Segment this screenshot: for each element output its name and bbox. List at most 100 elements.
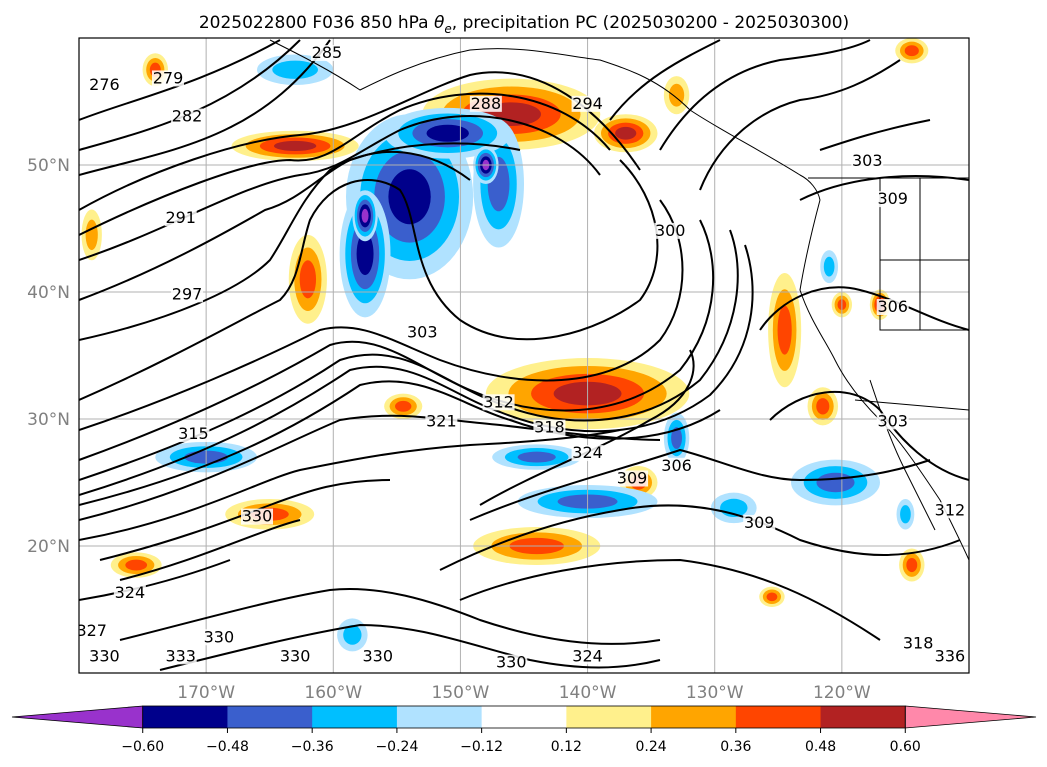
contour-label-bg [469, 95, 502, 112]
colorbar-tick-label: −0.60 [121, 739, 164, 755]
contour-line [609, 39, 721, 121]
colorbar-extend-low [11, 705, 144, 729]
precip-shade-cell [906, 557, 918, 573]
precip-shade-cell [777, 305, 792, 355]
lon-label: 120°W [813, 683, 871, 703]
precip-shade-cell [900, 505, 911, 524]
contour-label-bg [571, 445, 604, 462]
lon-label: 170°W [177, 683, 235, 703]
lat-label: 20°N [27, 537, 70, 557]
plot-title: 2025022800 F036 850 hPa θe, precipitatio… [199, 13, 849, 36]
precip-shade-cell [343, 624, 362, 645]
colorbar-tick-label: 0.48 [805, 739, 836, 755]
contour-line [469, 448, 931, 521]
precip-shade-cell [904, 45, 919, 57]
contour-label-bg [902, 635, 935, 652]
contour-label: 297 [172, 284, 203, 303]
colorbar-cell [820, 706, 906, 728]
contour-label: 303 [877, 411, 908, 430]
precip-shade-cell [272, 60, 319, 79]
lat-label: 40°N [27, 283, 70, 303]
contour-label: 318 [534, 418, 565, 437]
precip-shade-cell [615, 126, 637, 140]
contour-line [79, 244, 754, 496]
contour-label: 282 [172, 107, 203, 126]
precip-shade-cell [85, 219, 98, 251]
contour-label: 309 [744, 513, 775, 532]
contour-line [79, 39, 281, 121]
precip-shade-cell [361, 208, 369, 223]
contour-label-bg [482, 394, 515, 411]
precip-shade-cell [671, 427, 683, 449]
colorbar-outline [142, 705, 906, 729]
contour-label: 300 [655, 221, 686, 240]
contour-label-bg [876, 299, 909, 316]
contour-label-bg [241, 508, 273, 525]
contour-label: 330 [89, 646, 120, 665]
contour-label: 306 [661, 456, 692, 475]
border-us-mexico [854, 399, 969, 411]
precip-shade-cell [426, 124, 469, 142]
contour-line [459, 558, 881, 641]
longitude-labels: 170°W 160°W 150°W 140°W 130°W 120°W [177, 683, 871, 703]
contour-label-bg [876, 413, 909, 430]
contour-line [79, 559, 231, 601]
contour-labels: 276 279 282 285 288 294 291 297 300 303 303 306 309 3… [79, 43, 966, 672]
contour-label: 288 [471, 94, 502, 113]
contour-label: 330 [363, 646, 394, 665]
colorbar-cell [651, 706, 737, 728]
contour-label-bg [279, 648, 312, 665]
contour-label: 315 [178, 424, 209, 443]
contour-label-bg [164, 648, 197, 665]
colorbar-tick-label: −0.12 [460, 739, 503, 755]
contour-label: 303 [407, 322, 438, 341]
contour-line [119, 588, 661, 645]
contour-label: 285 [312, 43, 343, 62]
contour-label: 318 [903, 634, 934, 653]
colorbar-tick-label: 0.12 [551, 739, 582, 755]
contour-label-bg [164, 210, 197, 227]
precip-shade-cell [273, 140, 317, 152]
state-borders [879, 178, 969, 331]
contour-line [79, 92, 611, 236]
contour-line [79, 39, 331, 176]
contour-line [79, 414, 661, 521]
contour-line [699, 59, 901, 191]
lon-label: 140°W [559, 683, 617, 703]
contour-label-bg [495, 654, 528, 671]
colorbar-cells [11, 705, 1037, 729]
colorbar: −0.60 −0.48 −0.36 −0.24 −0.12 0.12 0.24 0.36 0.4… [11, 705, 1037, 755]
contour-label-bg [616, 470, 649, 487]
contour-label-bg [743, 514, 776, 531]
colorbar-tick-label: −0.48 [206, 739, 249, 755]
colorbar-cell [142, 706, 228, 728]
contour-line [79, 429, 621, 541]
contour-label-bg [933, 648, 966, 665]
contour-label: 309 [877, 189, 908, 208]
lat-label: 30°N [27, 410, 70, 430]
contour-line [79, 150, 471, 341]
contour-label: 324 [572, 646, 603, 665]
contour-label-bg [851, 153, 884, 169]
contour-label-bg [933, 502, 966, 519]
contour-label-bg [571, 648, 604, 665]
contour-line [119, 519, 301, 581]
precip-shade-cell [816, 472, 855, 493]
contour-line [659, 39, 871, 151]
contour-label: 321 [426, 411, 457, 430]
contour-line [439, 504, 961, 571]
contour-label-bg [88, 648, 121, 665]
precip-shade-cell [766, 592, 778, 602]
lon-label: 160°W [304, 683, 362, 703]
colorbar-tick-label: −0.36 [291, 739, 334, 755]
colorbar-cell [735, 706, 822, 728]
contour-line [759, 286, 969, 331]
colorbar-tick-label: 0.24 [636, 739, 667, 755]
contour-line [819, 119, 931, 151]
precip-shade-cell [299, 260, 317, 299]
contour-label-bg [660, 457, 693, 474]
colorbar-extend-high [904, 705, 1037, 729]
map-frame [78, 37, 970, 674]
contour-label: 324 [572, 443, 603, 462]
colorbar-cell [227, 706, 313, 728]
